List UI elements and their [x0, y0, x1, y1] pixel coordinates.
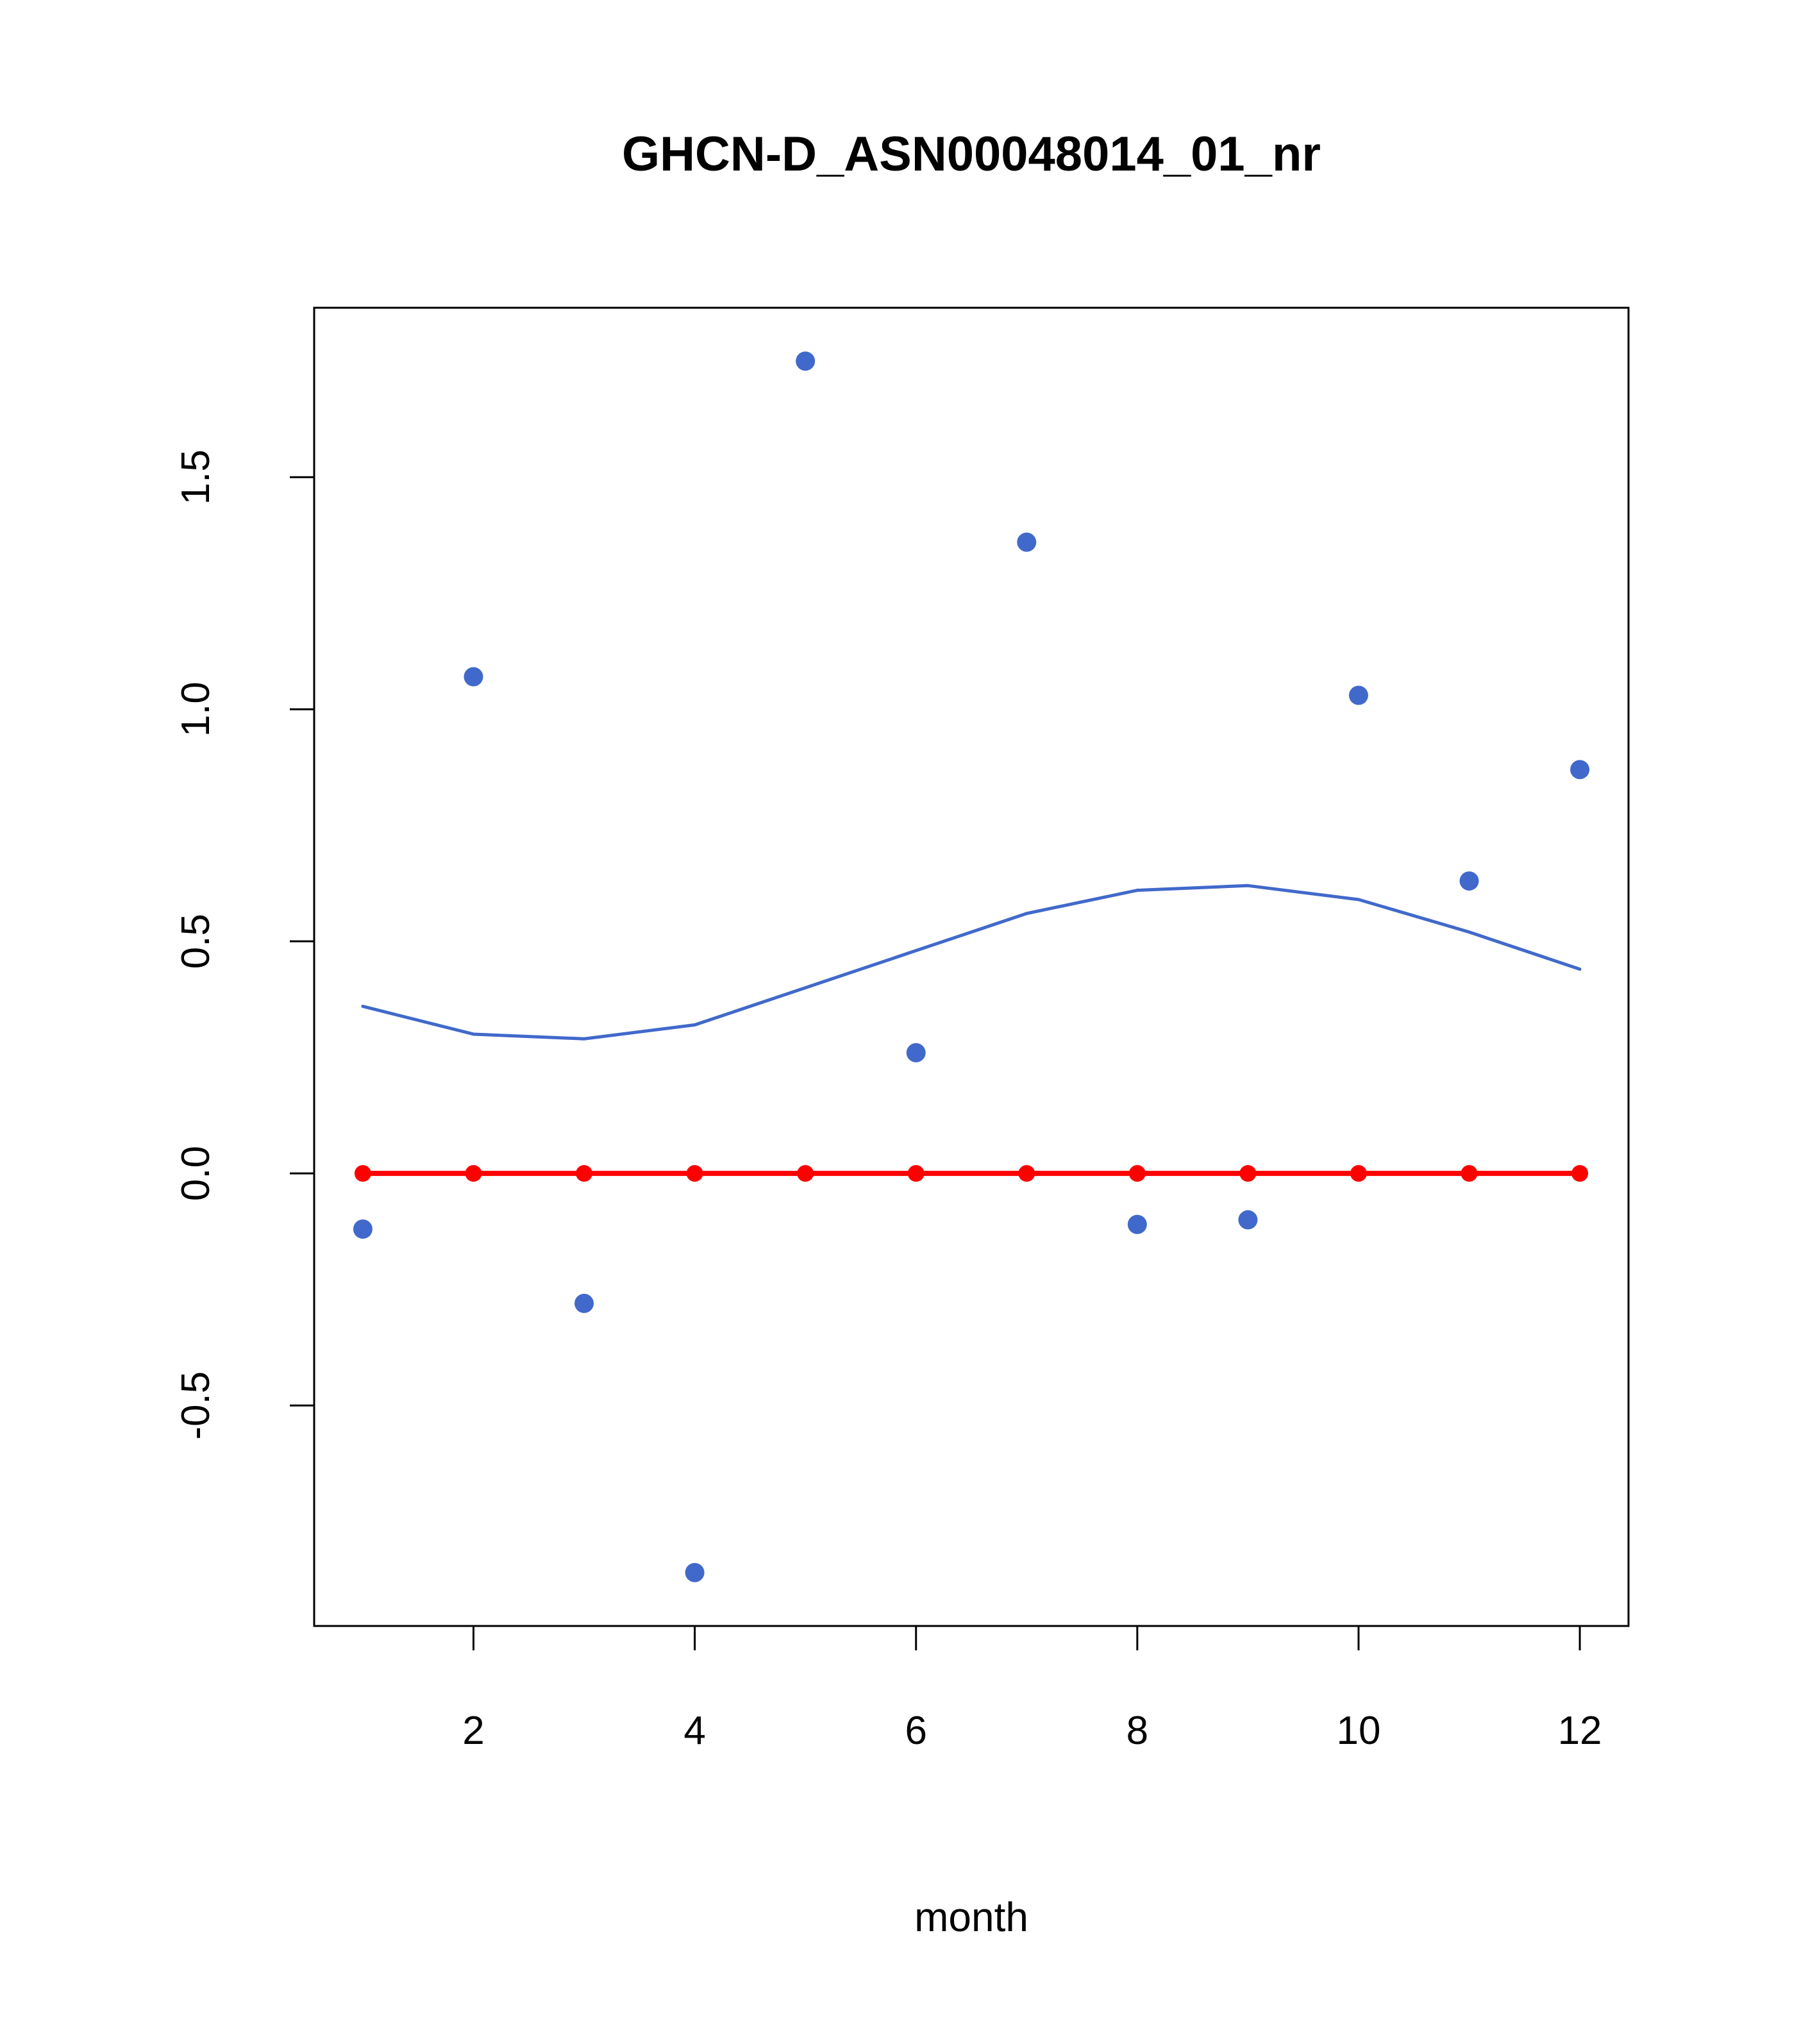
x-tick-label: 2 — [462, 1709, 484, 1753]
loess-fit-line — [361, 884, 1582, 1041]
plot-box — [313, 306, 1630, 1627]
observations-point — [1127, 1214, 1147, 1234]
y-tick-label: 1.0 — [174, 682, 218, 737]
series-observations — [353, 351, 1590, 1582]
y-tick-label: -0.5 — [174, 1371, 218, 1440]
zero-line-point — [1128, 1165, 1146, 1182]
observations-point — [1017, 532, 1037, 552]
zero-line-point — [576, 1165, 593, 1182]
y-axis: -0.5 0.0 0.5 1.0 1.5 — [174, 449, 314, 1440]
zero-line-point — [1571, 1165, 1589, 1182]
observations-point — [1570, 760, 1590, 780]
zero-line-point — [686, 1165, 703, 1182]
y-tick-label: 0.5 — [174, 914, 218, 969]
zero-line-point — [465, 1165, 482, 1182]
y-tick-label: 1.5 — [174, 449, 218, 505]
data-series — [353, 351, 1590, 1582]
observations-point — [464, 667, 483, 687]
zero-line-point — [907, 1165, 925, 1182]
observations-point — [1348, 685, 1368, 705]
x-tick-label: 4 — [683, 1709, 705, 1753]
observations-point — [796, 351, 816, 371]
x-axis: 2 4 6 8 10 12 — [462, 1626, 1602, 1753]
x-tick-label: 10 — [1336, 1709, 1380, 1753]
observations-point — [574, 1293, 594, 1313]
observations-point — [906, 1043, 926, 1062]
x-tick-label: 12 — [1558, 1709, 1602, 1753]
y-tick-label: 0.0 — [174, 1146, 218, 1201]
x-tick-label: 8 — [1126, 1709, 1148, 1753]
observations-point — [685, 1562, 705, 1582]
zero-line-point — [1350, 1165, 1367, 1182]
x-axis-label: month — [914, 1894, 1028, 1940]
series-loess-fit — [361, 884, 1582, 1041]
series-zero-line — [354, 1165, 1589, 1182]
zero-line-point — [354, 1165, 371, 1182]
x-tick-label: 6 — [905, 1709, 926, 1753]
observations-point — [1459, 871, 1479, 891]
zero-line-point — [1461, 1165, 1478, 1182]
zero-line-point — [1018, 1165, 1035, 1182]
observations-point — [1238, 1210, 1258, 1230]
observations-point — [353, 1219, 373, 1239]
zero-line-point — [1239, 1165, 1257, 1182]
chart-title: GHCN-D_ASN00048014_01_nr — [622, 127, 1321, 181]
zero-line-point — [797, 1165, 814, 1182]
